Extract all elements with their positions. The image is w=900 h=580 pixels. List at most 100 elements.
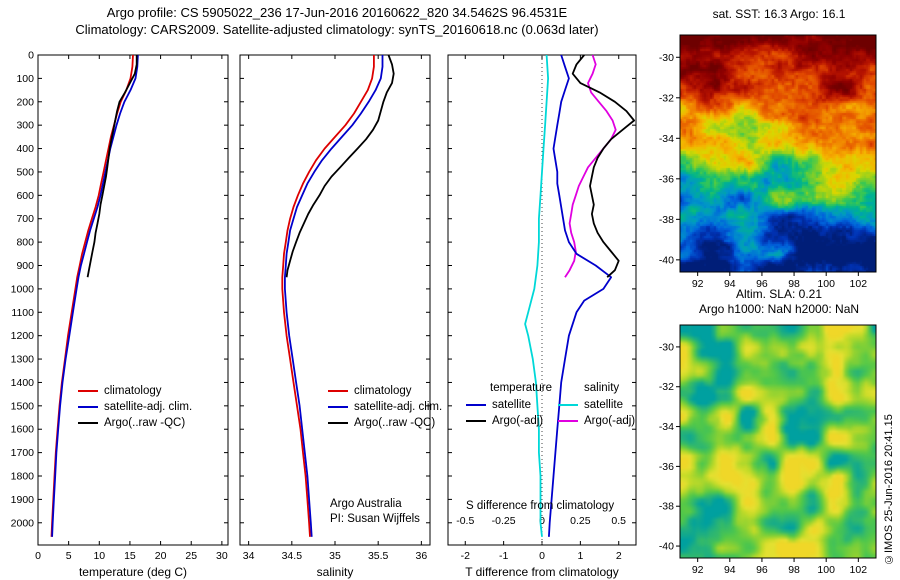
series-satellite-adj-clim- <box>51 54 139 537</box>
map-x-tick-label: 102 <box>850 564 868 576</box>
attribution-line1: Argo Australia <box>330 498 402 510</box>
s-axis-tick-label: -0.5 <box>456 515 474 527</box>
series-climatology <box>50 54 134 537</box>
x-axis-label: temperature (deg C) <box>79 565 187 579</box>
series-argo-adj- <box>564 54 617 278</box>
legend-item-satellite-sdiff: satellite <box>558 398 623 412</box>
map-x-tick-label: 92 <box>692 564 704 576</box>
satellite-tdiff-swatch <box>466 404 486 406</box>
x-tick-label: 0 <box>539 550 545 562</box>
map-y-tick-label: -38 <box>659 214 674 226</box>
x-tick-label: 2 <box>616 550 622 562</box>
s-axis-tick-label: -0.25 <box>492 515 516 527</box>
legend-item-argo-temp: Argo(..raw -QC) <box>78 416 185 430</box>
series-satellite <box>548 54 612 537</box>
y-tick-label: 900 <box>16 260 34 272</box>
map-y-tick-label: -32 <box>659 92 674 104</box>
series-satellite-adj-clim- <box>283 55 384 537</box>
legend-label: Argo(-adj) <box>584 415 636 427</box>
series-climatology <box>281 55 375 537</box>
map-x-tick-label: 94 <box>724 564 736 576</box>
legend-header-temperature: temperature <box>490 382 553 394</box>
legend-header-salinity: salinity <box>584 382 620 394</box>
y-tick-label: 1200 <box>11 330 35 342</box>
y-tick-label: 700 <box>16 213 34 225</box>
sst-heatmap-canvas <box>680 35 876 272</box>
y-tick-label: 500 <box>16 166 34 178</box>
y-tick-label: 1300 <box>11 354 35 366</box>
map-y-tick-label: -38 <box>659 501 674 513</box>
y-tick-label: 100 <box>16 73 34 85</box>
y-tick-label: 600 <box>16 190 34 202</box>
axes-frame <box>37 54 229 546</box>
x-tick-label: 5 <box>66 550 72 562</box>
imos-watermark: ©IMOS 25-Jun-2016 20:41.15 <box>883 414 895 565</box>
series-argo-raw-qc- <box>285 54 395 278</box>
y-tick-label: 400 <box>16 143 34 155</box>
map-y-tick-label: -30 <box>659 341 674 353</box>
map-y-tick-label: -34 <box>659 421 674 433</box>
sst-map-title: sat. SST: 16.3 Argo: 16.1 <box>712 7 846 21</box>
map-y-tick-label: -36 <box>659 173 674 185</box>
y-tick-label: 1500 <box>11 400 35 412</box>
figure-title-line2: Climatology: CARS2009. Satellite-adjuste… <box>75 22 599 37</box>
legend-item-climatology-sal: climatology <box>328 384 412 398</box>
satellite-sdiff-swatch <box>558 404 578 406</box>
y-tick-label: 1900 <box>11 494 35 506</box>
map-y-tick-label: -32 <box>659 381 674 393</box>
argo-line-swatch <box>78 422 98 424</box>
legend-item-satclim-sal: satellite-adj. clim. <box>328 400 442 414</box>
legend-label: satellite-adj. clim. <box>104 401 193 413</box>
x-axis-label: T difference from climatology <box>465 565 619 579</box>
legend-item-satellite-tdiff: satellite <box>466 398 531 412</box>
x-tick-label: 34 <box>243 550 255 562</box>
s-axis-tick-label: 0.25 <box>570 515 591 527</box>
legend-label: climatology <box>104 385 162 397</box>
legend-label: Argo(-adj) <box>492 415 544 427</box>
map-y-tick-label: -36 <box>659 461 674 473</box>
y-tick-label: 1000 <box>11 283 35 295</box>
y-tick-label: 1600 <box>11 424 35 436</box>
x-tick-label: 0 <box>35 550 41 562</box>
legend-item-argo-sdiff: Argo(-adj) <box>558 414 635 428</box>
sla-heatmap-canvas <box>680 325 876 558</box>
axes-frame <box>239 54 431 546</box>
x-tick-label: 35 <box>329 550 341 562</box>
legend-item-argo-sal: Argo(..raw -QC) <box>328 416 435 430</box>
x-tick-label: 34.5 <box>282 550 303 562</box>
map-x-tick-label: 96 <box>756 564 768 576</box>
legend-label: Argo(..raw -QC) <box>104 417 186 429</box>
s-difference-axis-label: S difference from climatology <box>466 500 615 512</box>
map-x-tick-label: 100 <box>817 564 835 576</box>
attribution-line2: PI: Susan Wijffels <box>330 513 420 525</box>
y-tick-label: 1100 <box>11 307 34 319</box>
x-tick-label: 10 <box>93 550 105 562</box>
argo-heights-title: Argo h1000: NaN h2000: NaN <box>698 302 860 316</box>
y-tick-label: 300 <box>16 120 34 132</box>
y-tick-label: 800 <box>16 237 34 249</box>
x-tick-label: 25 <box>185 550 197 562</box>
argo-line-swatch <box>328 422 348 424</box>
series-argo-raw-qc- <box>86 55 138 278</box>
climatology-line-swatch <box>78 390 98 392</box>
x-tick-label: 36 <box>416 550 428 562</box>
map-y-tick-label: -30 <box>659 52 674 64</box>
x-tick-label: -1 <box>499 550 508 562</box>
s-axis-tick-label: 0.5 <box>611 515 626 527</box>
y-tick-label: 1400 <box>11 377 35 389</box>
map-y-tick-label: -34 <box>659 133 674 145</box>
figure-title-line1: Argo profile: CS 5905022_236 17-Jun-2016… <box>106 5 568 20</box>
attribution-note: Argo Australia PI: Susan Wijffels <box>330 497 420 527</box>
y-tick-label: 200 <box>16 96 34 108</box>
y-tick-label: 0 <box>28 50 34 62</box>
x-tick-label: 20 <box>155 550 167 562</box>
map-x-tick-label: 98 <box>788 564 800 576</box>
series-satellite <box>524 54 549 537</box>
satclim-line-swatch <box>78 406 98 408</box>
legend-item-argo-tdiff: Argo(-adj) <box>466 414 543 428</box>
x-tick-label: 15 <box>124 550 136 562</box>
argo-tdiff-swatch <box>466 420 486 422</box>
s-axis-tick-label: 0 <box>539 515 545 527</box>
x-tick-label: 35.5 <box>368 550 389 562</box>
